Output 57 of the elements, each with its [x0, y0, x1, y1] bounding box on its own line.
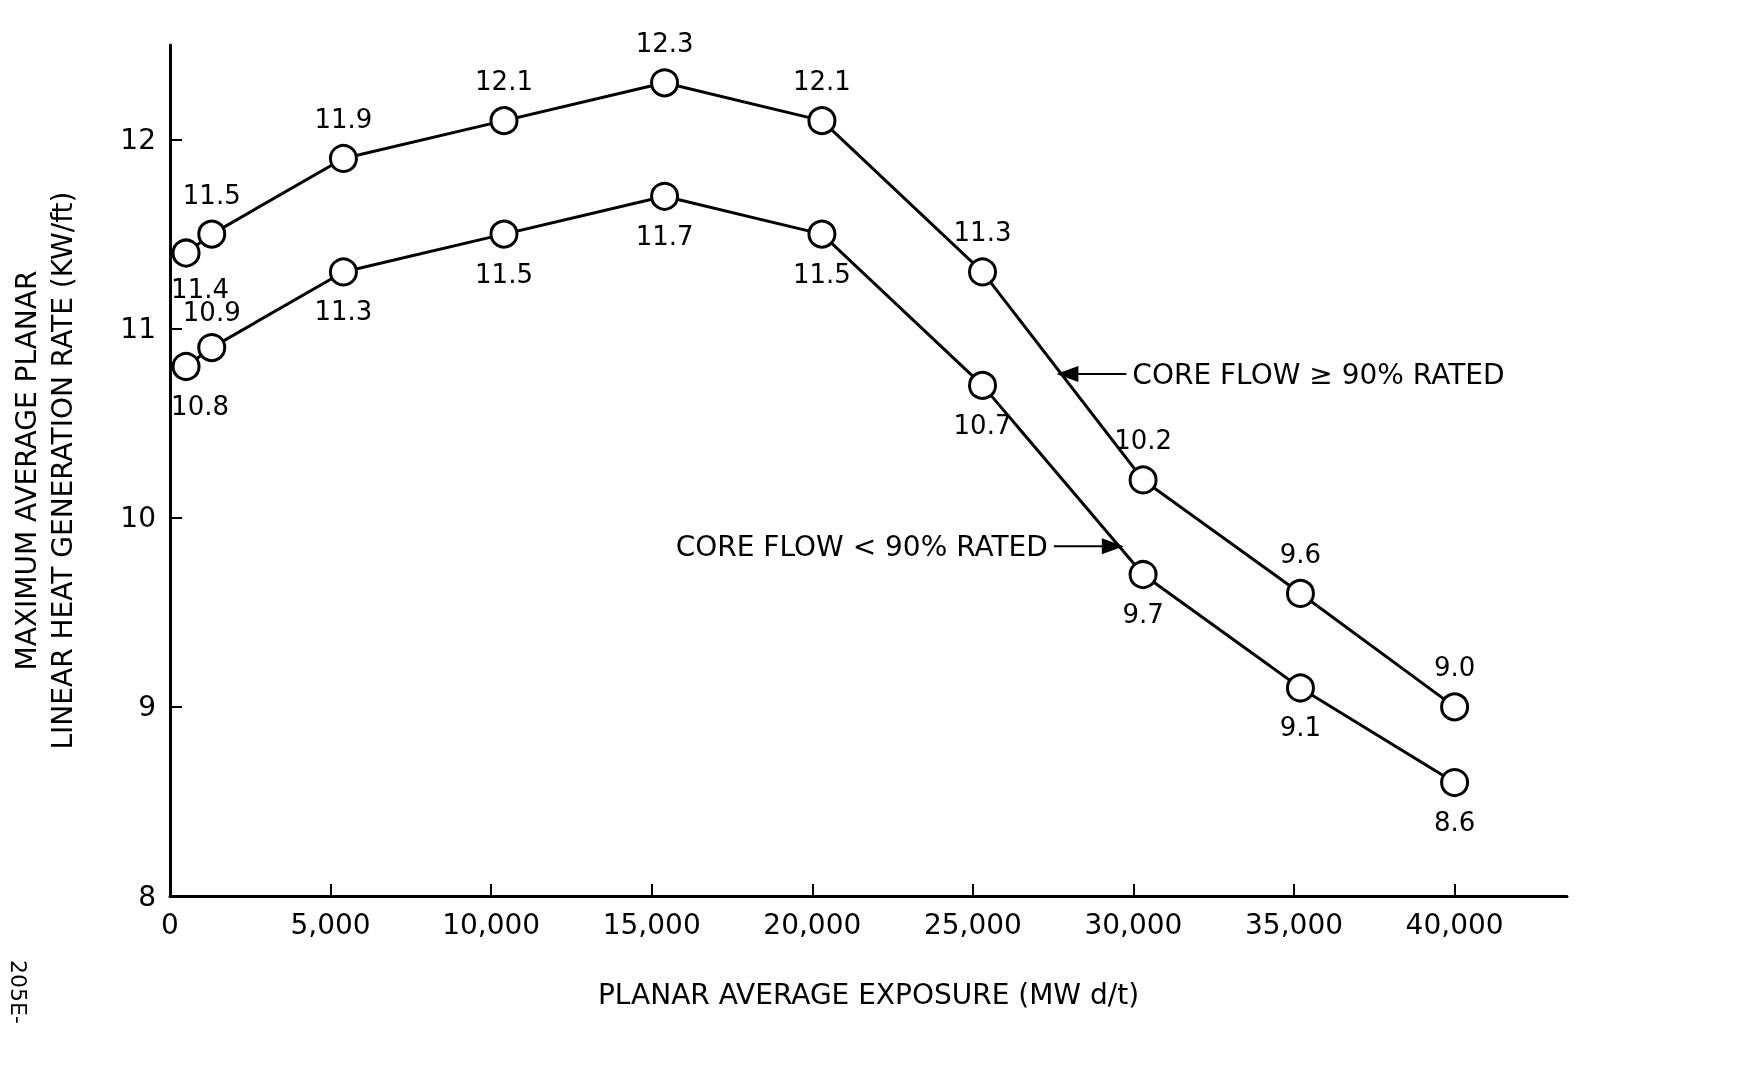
- point: [807, 106, 837, 136]
- data-label: 10.2: [1114, 425, 1173, 456]
- x-tick-label: 20,000: [763, 907, 862, 941]
- point: [197, 219, 227, 249]
- data-label: 9.1: [1279, 712, 1322, 743]
- data-label: 11.7: [635, 220, 694, 251]
- data-label: 9.6: [1279, 538, 1322, 569]
- point: [171, 238, 201, 268]
- data-label: 11.5: [792, 258, 851, 289]
- x-tick-label: 10,000: [442, 907, 541, 941]
- point: [650, 181, 680, 211]
- point: [171, 351, 201, 381]
- annotation: CORE FLOW ≥ 90% RATED: [1132, 357, 1505, 391]
- x-tick-label: 25,000: [923, 907, 1022, 941]
- text: 205E-: [5, 960, 31, 1024]
- point: [328, 257, 358, 287]
- data-label: 11.3: [314, 296, 373, 327]
- data-label: 12.1: [475, 66, 533, 97]
- point: [968, 370, 998, 400]
- x-tick-label: 30,000: [1084, 907, 1183, 941]
- x-tick-label: 15,000: [602, 907, 701, 941]
- x-tick-label: 35,000: [1245, 907, 1344, 941]
- point: [197, 333, 227, 363]
- data-label: 11.3: [953, 217, 1012, 248]
- y-tick-label: 11: [120, 312, 156, 346]
- x-tick-label: 40,000: [1405, 907, 1504, 941]
- point: [1128, 560, 1158, 589]
- point: [489, 219, 519, 249]
- y-axis-title: MAXIMUM AVERAGE PLANAR LINEAR HEAT GENERATION RATE (KW/ft): [9, 191, 79, 750]
- y-tick-label: 12: [120, 123, 156, 157]
- data-label: 12.3: [635, 28, 694, 59]
- point: [328, 143, 358, 173]
- point: [1285, 578, 1315, 608]
- x-tick-label: 5,000: [290, 907, 371, 941]
- point: [807, 219, 837, 249]
- point: [1128, 465, 1158, 495]
- data-label: 9.0: [1433, 652, 1476, 683]
- data-label: 11.9: [314, 103, 373, 134]
- y-tick-label: 10: [120, 501, 156, 535]
- data-label: 11.5: [182, 179, 241, 210]
- y-tick-label: 9: [138, 690, 156, 724]
- data-label: 10.7: [953, 409, 1012, 440]
- point: [489, 106, 519, 136]
- data-label: 9.7: [1122, 599, 1164, 630]
- y-tick-label: 8: [138, 879, 156, 913]
- data-label: 8.6: [1433, 807, 1476, 838]
- data-label: 11.5: [475, 258, 533, 289]
- point: [1440, 692, 1470, 722]
- x-axis-title: PLANAR AVERAGE EXPOSURE (MW d/t): [597, 977, 1140, 1011]
- x-tick-label: 0: [161, 907, 179, 941]
- data-label: 12.1: [792, 66, 851, 97]
- point: [1285, 673, 1315, 703]
- annotation: CORE FLOW < 90% RATED: [675, 529, 1048, 563]
- point: [968, 257, 998, 287]
- point: [650, 68, 680, 98]
- point: [1440, 768, 1470, 798]
- data-label: 10.8: [171, 390, 229, 421]
